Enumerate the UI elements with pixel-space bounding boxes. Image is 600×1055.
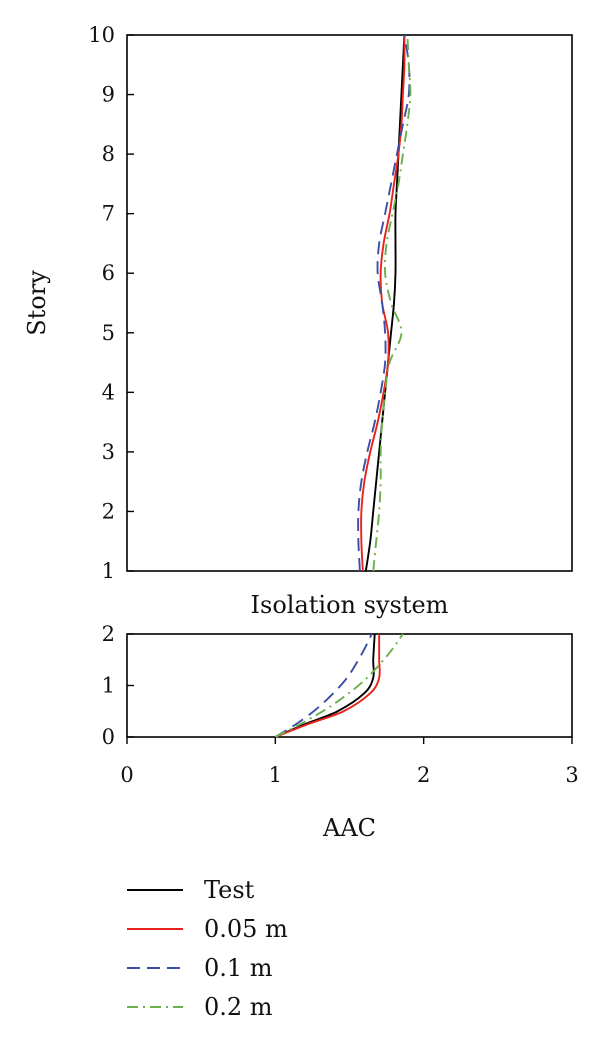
- xtick-label: 2: [417, 763, 430, 787]
- isolation-series-0-1-m: [274, 633, 373, 738]
- superstructure-ytick-label: 9: [102, 83, 115, 107]
- xtick-label: 1: [269, 763, 282, 787]
- superstructure-ytick-label: 8: [102, 142, 115, 166]
- superstructure-plot-frame: [126, 34, 573, 572]
- legend-label: 0.1 m: [204, 954, 273, 982]
- isolation-plot-frame: [126, 633, 573, 738]
- isolation-series-test: [274, 633, 376, 738]
- isolation-title: Isolation system: [251, 591, 449, 619]
- superstructure-ytick-label: 6: [102, 261, 115, 285]
- legend-label: 0.05 m: [204, 915, 288, 943]
- legend-label: Test: [204, 876, 255, 904]
- isolation-series-0-05-m: [274, 634, 381, 738]
- xtick-label: 0: [120, 763, 133, 787]
- superstructure-ytick-label: 3: [102, 440, 115, 464]
- superstructure-series-0-2-m: [372, 34, 412, 572]
- superstructure-ylabel: Story: [23, 270, 51, 336]
- isolation-ytick-label: 1: [102, 674, 115, 698]
- superstructure-ytick-label: 4: [102, 380, 115, 404]
- superstructure-ytick-label: 5: [102, 321, 115, 345]
- superstructure-ytick-label: 1: [102, 559, 115, 583]
- xlabel: AAC: [322, 814, 376, 842]
- legend-label: 0.2 m: [204, 993, 273, 1021]
- isolation-ytick-label: 2: [102, 622, 115, 646]
- superstructure-series-test: [364, 34, 406, 572]
- isolation-series-0-2-m: [274, 633, 404, 738]
- isolation-ytick-label: 0: [102, 725, 115, 749]
- superstructure-ytick-label: 10: [88, 23, 115, 47]
- superstructure-series-0-1-m: [357, 34, 411, 572]
- superstructure-ytick-label: 7: [102, 202, 115, 226]
- xtick-label: 3: [565, 763, 578, 787]
- superstructure-ytick-label: 2: [102, 499, 115, 523]
